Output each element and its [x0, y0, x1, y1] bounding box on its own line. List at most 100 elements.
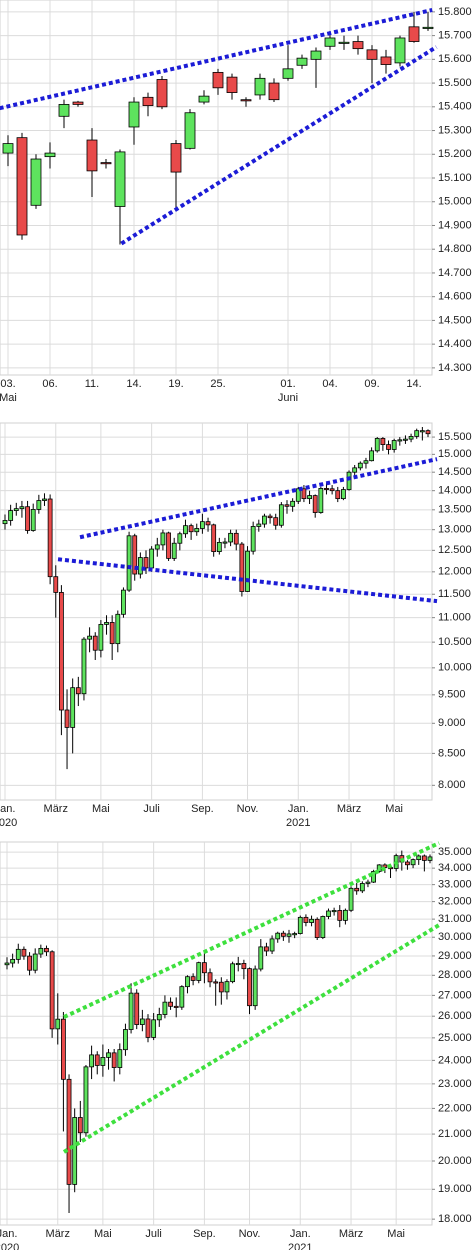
candle-body — [156, 1014, 162, 1021]
x-tick-label: März — [46, 1228, 70, 1240]
candle-body — [10, 958, 16, 964]
candle-body — [92, 635, 98, 651]
trend-line — [57, 557, 438, 604]
candle-body — [240, 99, 252, 102]
candle-body — [94, 1054, 100, 1066]
candle-body — [218, 981, 224, 993]
candle-body — [171, 542, 177, 559]
candle-body — [280, 932, 286, 937]
candle-body — [331, 910, 337, 913]
candle-body — [380, 438, 386, 446]
candle-body — [290, 500, 296, 507]
y-tick-label: 15.800 — [438, 6, 472, 18]
candle-body — [250, 526, 256, 552]
plot-area — [0, 422, 433, 801]
candle-body — [366, 49, 378, 60]
candle-body — [154, 544, 160, 550]
candle-body — [329, 488, 335, 492]
candle-body — [77, 1117, 83, 1134]
y-tick-label: 9.500 — [438, 689, 466, 701]
y-tick-label: 31.000 — [438, 913, 472, 925]
plot-area — [0, 0, 433, 376]
candle-body — [106, 1052, 111, 1058]
candle-body — [47, 498, 53, 578]
y-tick-label: 15.200 — [438, 148, 472, 160]
x-tick-label: Nov. — [239, 1228, 261, 1240]
candle-body — [357, 462, 363, 469]
y-tick-label: 22.000 — [438, 1102, 472, 1114]
y-tick-label: 15.600 — [438, 53, 472, 65]
x-tick-label: 14. — [406, 378, 421, 390]
y-tick-label: 10.000 — [438, 662, 472, 674]
x-tick-label: Jan. — [0, 1228, 17, 1240]
candle-body — [224, 981, 230, 993]
x-tick-label: Juli — [145, 1228, 162, 1240]
candle-body — [211, 524, 217, 553]
candle-body — [30, 509, 36, 531]
candle-body — [114, 151, 126, 207]
candle-body — [296, 57, 308, 66]
candle-body — [326, 910, 331, 917]
candle-body — [207, 972, 213, 983]
candle-body — [8, 510, 14, 521]
x-tick-label: 19. — [168, 378, 183, 390]
candle-body — [324, 488, 329, 491]
candle-body — [27, 955, 32, 971]
candle-body — [310, 50, 322, 60]
candle-body — [239, 543, 245, 592]
candle-body — [318, 488, 324, 513]
y-tick-label: 15.100 — [438, 172, 472, 184]
y-tick-label: 14.500 — [438, 314, 472, 326]
y-tick-label: 15.700 — [438, 30, 472, 42]
y-tick-label: 15.000 — [438, 448, 472, 460]
x-tick-label: März — [337, 803, 361, 815]
candle-body — [262, 515, 267, 525]
candle-body — [137, 557, 143, 575]
candle-body — [354, 887, 360, 892]
y-tick-label: 14.400 — [438, 338, 472, 350]
candle-body — [408, 435, 414, 440]
candle-body — [142, 96, 154, 107]
candle-body — [21, 948, 27, 957]
candle-body — [166, 532, 171, 559]
candle-body — [397, 439, 403, 442]
y-tick-label: 18.000 — [438, 1213, 472, 1225]
x-tick-label: 2021 — [288, 1242, 312, 1250]
candle-body — [188, 525, 194, 533]
candle-body — [198, 95, 210, 103]
candle-body — [352, 41, 364, 50]
candle-body — [425, 430, 431, 435]
candle-body — [342, 909, 348, 921]
candle-body — [185, 976, 190, 988]
candle-body — [309, 918, 314, 923]
candle-body — [371, 871, 377, 883]
candle-body — [297, 916, 303, 934]
trend-line — [79, 457, 438, 540]
candle-body — [405, 861, 410, 866]
x-tick-label: 14. — [126, 378, 141, 390]
candle-body — [247, 968, 252, 1007]
x-tick-label: Sep. — [191, 803, 214, 815]
candle-body — [284, 504, 290, 507]
y-tick-label: 19.000 — [438, 1183, 472, 1195]
candle-body — [59, 592, 64, 711]
candle-body — [115, 613, 121, 645]
y-tick-label: 8.000 — [438, 779, 466, 791]
panel: 35.000 34.000 33.000 32.000 31.000 30.000 29.0… — [0, 841, 472, 1250]
candle-body — [222, 541, 228, 544]
x-tick-label: 25. — [210, 378, 225, 390]
candle-body — [170, 143, 182, 173]
candle-body — [213, 981, 219, 984]
candle-body — [2, 520, 8, 525]
candle-body — [258, 946, 264, 970]
candle-body — [374, 438, 380, 452]
y-tick-label: 25.000 — [438, 1032, 472, 1044]
candle-body — [132, 535, 138, 575]
candle-body — [338, 41, 350, 44]
candle-body — [337, 910, 343, 921]
candle-body — [380, 56, 392, 65]
candle-body — [335, 490, 341, 500]
candle-body — [61, 1018, 66, 1080]
candle-body — [256, 523, 262, 527]
candle-body — [275, 932, 281, 940]
